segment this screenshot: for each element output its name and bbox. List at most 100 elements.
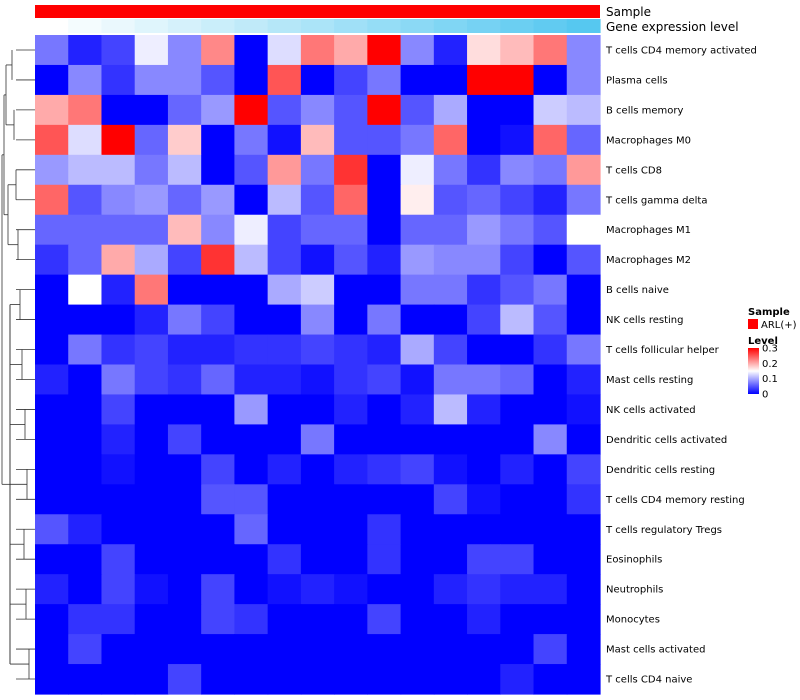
heatmap-cell	[234, 124, 269, 156]
heatmap-cell	[433, 334, 468, 366]
heatmap-cell	[68, 214, 103, 246]
expression-annotation-cell	[101, 19, 136, 33]
expression-annotation-cell	[234, 19, 269, 33]
heatmap-cell	[433, 454, 468, 485]
heatmap-cell	[234, 64, 269, 96]
heatmap-cell	[234, 424, 269, 455]
heatmap-cell	[334, 124, 368, 156]
heatmap-cell	[68, 304, 103, 336]
heatmap-cell	[334, 64, 368, 96]
heatmap-cell	[300, 184, 335, 216]
heatmap-cell	[201, 334, 236, 366]
expression-annotation-cell	[367, 19, 402, 33]
heatmap-cell	[101, 574, 136, 605]
heatmap-cell	[500, 274, 535, 306]
heatmap-cell	[35, 94, 69, 126]
row-dendrogram	[1, 49, 35, 680]
heatmap-cell	[500, 334, 535, 366]
heatmap-cell	[500, 544, 535, 575]
expression-annotation-cell	[500, 19, 535, 33]
heatmap-cell	[367, 544, 402, 575]
heatmap-cell	[201, 154, 236, 186]
heatmap-cell	[167, 304, 202, 336]
heatmap-cell	[367, 424, 402, 455]
heatmap-cell	[68, 484, 103, 515]
heatmap-cell	[201, 124, 236, 156]
heatmap-cell	[35, 574, 69, 605]
heatmap-cell	[467, 94, 501, 126]
heatmap-cell	[68, 514, 103, 545]
heatmap-cell	[300, 124, 335, 156]
heatmap-cell	[68, 64, 103, 96]
heatmap-cell	[101, 634, 136, 665]
heatmap-cell	[101, 394, 136, 425]
heatmap-cell	[167, 214, 202, 246]
row-label: Mast cells activated	[606, 645, 705, 656]
heatmap-cell	[300, 94, 335, 126]
heatmap-cell	[566, 214, 601, 246]
heatmap-cell	[267, 574, 302, 605]
heatmap-cell	[500, 664, 535, 695]
heatmap-cell	[167, 544, 202, 575]
expression-annotation-cell	[400, 19, 435, 33]
legend-tick-label: 0	[762, 390, 768, 401]
heatmap-cell	[533, 274, 568, 306]
heatmap-cell	[234, 454, 269, 485]
heatmap-cell	[367, 364, 402, 396]
heatmap-cell	[433, 304, 468, 336]
row-label: Dendritic cells activated	[606, 435, 727, 446]
heatmap-cell	[35, 454, 69, 485]
heatmap-cell	[101, 94, 136, 126]
heatmap-cell	[234, 154, 269, 186]
heatmap-cell	[167, 184, 202, 216]
heatmap-cell	[467, 304, 501, 336]
heatmap-cell	[101, 35, 136, 66]
heatmap-cell	[334, 484, 368, 515]
heatmap-cell	[400, 64, 435, 96]
expression-annotation-cell	[68, 19, 103, 33]
heatmap-cell	[134, 454, 169, 485]
heatmap-cell	[400, 544, 435, 575]
heatmap-cell	[201, 664, 236, 695]
heatmap-cell	[134, 394, 169, 425]
heatmap-cell	[267, 244, 302, 276]
expression-annotation-label: Gene expression level	[606, 20, 739, 34]
heatmap-cell	[267, 454, 302, 485]
heatmap-cell	[101, 124, 136, 156]
heatmap-cell	[167, 634, 202, 665]
heatmap-cell	[68, 424, 103, 455]
heatmap-cell	[234, 334, 269, 366]
heatmap-cell	[300, 424, 335, 455]
heatmap-cell	[367, 94, 402, 126]
heatmap-cell	[300, 454, 335, 485]
heatmap-cell	[334, 94, 368, 126]
heatmap-cell	[134, 124, 169, 156]
heatmap-cell	[467, 274, 501, 306]
heatmap-cell	[467, 124, 501, 156]
row-label: T cells regulatory Tregs	[605, 525, 722, 536]
heatmap-cell	[134, 514, 169, 545]
heatmap-cell	[201, 484, 236, 515]
legend-tick-label: 0.1	[762, 374, 778, 385]
expression-annotation-cell	[201, 19, 236, 33]
heatmap-cell	[566, 184, 601, 216]
row-label: T cells CD8	[605, 165, 662, 176]
heatmap-cell	[334, 304, 368, 336]
heatmap-cell	[367, 664, 402, 695]
heatmap-cell	[367, 334, 402, 366]
heatmap-cell	[566, 604, 601, 635]
heatmap-cell	[267, 124, 302, 156]
heatmap-cell	[167, 424, 202, 455]
heatmap-cell	[400, 574, 435, 605]
heatmap-cell	[400, 664, 435, 695]
heatmap-cell	[334, 424, 368, 455]
heatmap-cell	[68, 334, 103, 366]
heatmap-cell	[500, 214, 535, 246]
heatmap-cell	[467, 35, 501, 66]
heatmap-cell	[400, 154, 435, 186]
heatmap-cell	[267, 394, 302, 425]
sample-annotation-label: Sample	[606, 5, 651, 19]
heatmap-cell	[500, 304, 535, 336]
heatmap-cell	[533, 64, 568, 96]
